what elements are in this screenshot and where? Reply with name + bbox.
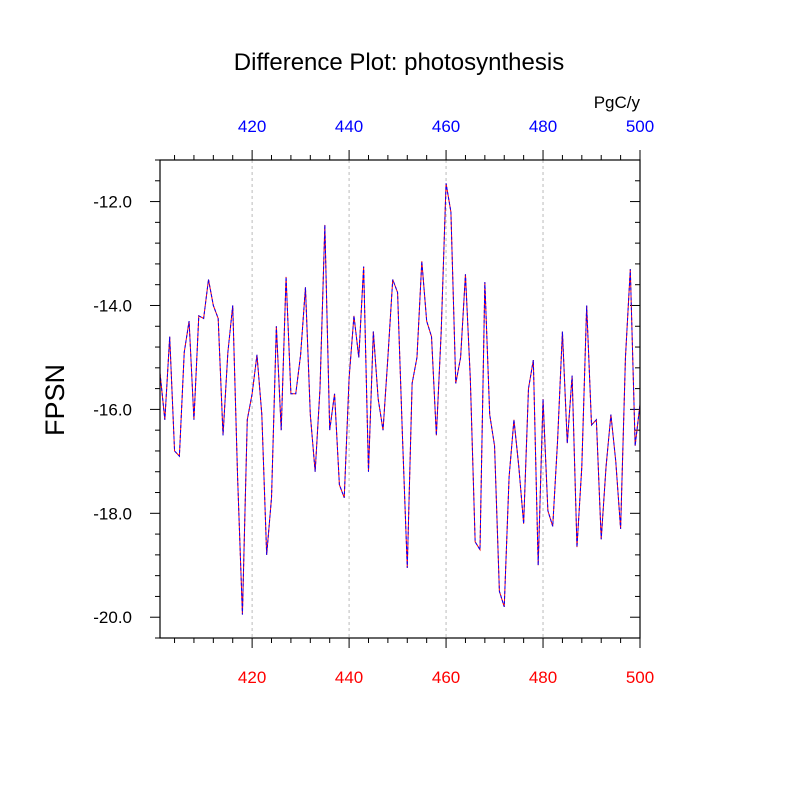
x-tick-label: 500 [626,668,654,687]
y-tick-label: -14.0 [93,296,132,315]
y-axis-label: FPSN [40,364,70,436]
x-tick-label: 460 [432,668,460,687]
units-label: PgC/y [594,93,641,112]
x-top-tick-label: 480 [529,117,557,136]
grid-lines [251,160,544,638]
x-tick-label: 440 [335,668,363,687]
x-top-tick-label: 440 [335,117,363,136]
bottom-axis: 420 440 460 480 500 [174,638,654,687]
plot-frame [159,159,641,639]
series-line-blue [159,183,641,615]
chart-title: Difference Plot: photosynthesis [234,49,564,76]
left-axis: -20.0 -18.0 -16.0 -14.0 -12.0 [93,159,160,639]
right-axis [630,159,640,639]
y-tick-label: -16.0 [93,400,132,419]
series-line-red [159,183,641,615]
x-tick-label: 420 [238,668,266,687]
top-axis: 420 440 460 480 500 [174,117,654,160]
x-tick-label: 480 [529,668,557,687]
y-tick-label: -20.0 [93,608,132,627]
x-top-tick-label: 460 [432,117,460,136]
x-top-tick-label: 500 [626,117,654,136]
y-tick-label: -18.0 [93,504,132,523]
data-series [159,183,641,615]
y-tick-label: -12.0 [93,193,132,212]
x-top-tick-label: 420 [238,117,266,136]
